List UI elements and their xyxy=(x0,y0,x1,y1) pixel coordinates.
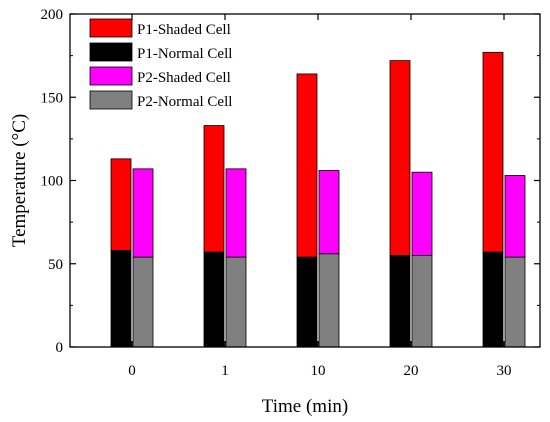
y-tick-label: 0 xyxy=(56,340,64,356)
y-tick-label: 150 xyxy=(41,90,64,106)
legend-label: P2-Shaded Cell xyxy=(137,70,231,86)
y-axis-title: Temperature (°C) xyxy=(9,114,30,247)
y-axis: 0 50 100 150 200 xyxy=(41,7,540,356)
bar-p1-shaded-cell-20 xyxy=(389,60,411,256)
legend-swatch xyxy=(89,18,133,38)
legend-label: P1-Normal Cell xyxy=(137,46,232,62)
y-tick-label: 200 xyxy=(41,7,64,23)
bar-p1-normal-cell-20 xyxy=(389,255,411,348)
legend-swatch xyxy=(89,42,133,62)
bar-p2-normal-cell-30 xyxy=(504,256,526,348)
bar-p1-shaded-cell-30 xyxy=(482,51,504,253)
bar-p1-normal-cell-30 xyxy=(482,251,504,348)
bar-p1-normal-cell-1 xyxy=(203,251,225,348)
legend-swatch xyxy=(89,66,133,86)
bar-p1-shaded-cell-1 xyxy=(203,125,225,253)
bar-p2-normal-cell-1 xyxy=(225,256,247,348)
bar-p2-shaded-cell-10 xyxy=(318,170,340,255)
bar-p1-normal-cell-10 xyxy=(296,256,318,348)
bar-p2-shaded-cell-0 xyxy=(132,168,154,258)
bar-p2-shaded-cell-20 xyxy=(411,171,433,256)
x-tick-label: 1 xyxy=(221,363,229,379)
bar-p1-shaded-cell-10 xyxy=(296,73,318,258)
x-axis: 0 1 10 20 30 xyxy=(128,14,512,379)
legend-label: P1-Shaded Cell xyxy=(137,22,231,38)
bar-p2-shaded-cell-1 xyxy=(225,168,247,258)
x-tick-label: 10 xyxy=(311,363,326,379)
x-axis-title: Time (min) xyxy=(262,396,348,417)
y-tick-label: 50 xyxy=(48,257,63,273)
bars-layer xyxy=(110,51,526,348)
x-tick-label: 30 xyxy=(497,363,512,379)
bar-p1-normal-cell-0 xyxy=(110,250,132,348)
bar-p2-normal-cell-20 xyxy=(411,255,433,348)
legend: P1-Shaded Cell P1-Normal Cell P2-Shaded Ce… xyxy=(89,18,232,110)
bar-p1-shaded-cell-0 xyxy=(110,158,132,251)
x-tick-label: 20 xyxy=(404,363,419,379)
bar-p2-normal-cell-0 xyxy=(132,256,154,348)
bar-p2-shaded-cell-30 xyxy=(504,175,526,258)
legend-swatch xyxy=(89,90,133,110)
legend-label: P2-Normal Cell xyxy=(137,94,232,110)
y-tick-label: 100 xyxy=(41,174,64,190)
bar-p2-normal-cell-10 xyxy=(318,253,340,348)
x-tick-label: 0 xyxy=(128,363,136,379)
